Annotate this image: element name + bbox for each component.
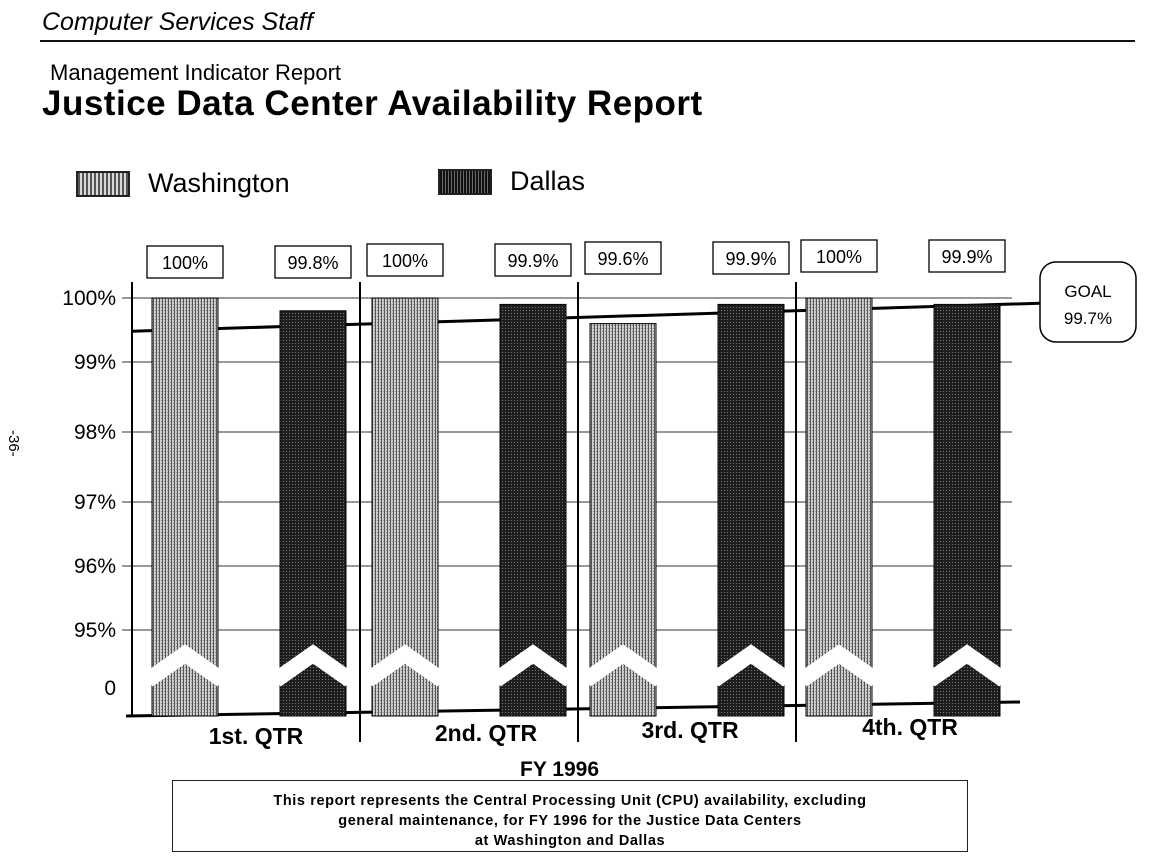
data-label: 100% (382, 251, 428, 271)
goal-label-box (1039, 261, 1137, 343)
footnote-line-3: at Washington and Dallas (474, 833, 666, 849)
legend-washington: Washington (76, 168, 290, 199)
x-axis-title: FY 1996 (520, 758, 600, 781)
header-divider (40, 40, 1135, 42)
data-label-box (494, 243, 572, 277)
data-label-box (584, 241, 662, 275)
data-label-box (366, 243, 444, 277)
legend-swatch-washington (76, 170, 130, 197)
x-category-label: 3rd. QTR (641, 717, 739, 743)
x-category-label: 4th. QTR (862, 714, 958, 740)
grid-layer (122, 282, 1041, 742)
x-category-label: 1st. QTR (209, 723, 304, 749)
bar-layer (143, 297, 1009, 717)
data-label-box (800, 239, 878, 273)
y-tick-label: 97% (74, 491, 116, 514)
label-layer: 100% 99% 98% 97% 96% 95% 0 GOAL 99.7% 100% 100% 99.… (62, 239, 1137, 749)
footnote-box: This report represents the Central Proce… (172, 780, 968, 852)
y-tick-label: 100% (62, 287, 116, 310)
data-label: 99.8% (287, 253, 338, 273)
data-label: 99.9% (725, 249, 776, 269)
data-label: 99.9% (507, 251, 558, 271)
data-label: 100% (816, 247, 862, 267)
data-label-box (274, 245, 352, 279)
report-header-org: Computer Services Staff (42, 8, 313, 36)
axis-break-mark (491, 644, 575, 687)
legend-swatch-dallas (438, 168, 492, 195)
legend-label-dallas: Dallas (510, 166, 586, 196)
goal-label-value: 99.7% (1064, 309, 1112, 328)
axis-break-mark (143, 644, 227, 687)
y-tick-label: 96% (74, 555, 116, 578)
legend-label-washington: Washington (148, 168, 290, 198)
y-tick-label: 0 (104, 677, 116, 700)
data-label: 99.6% (597, 249, 648, 269)
data-label: 100% (162, 253, 208, 273)
goal-line (131, 301, 1041, 333)
goal-label-title: GOAL (1064, 282, 1111, 301)
axis-break-mark (797, 644, 881, 687)
y-tick-label: 98% (74, 421, 116, 444)
y-tick-label: 95% (74, 619, 116, 642)
legend-dallas: Dallas (438, 166, 585, 197)
report-title: Justice Data Center Availability Report (42, 84, 703, 123)
x-category-label: 2nd. QTR (435, 720, 538, 746)
data-label: 99.9% (941, 247, 992, 267)
data-label-box (712, 241, 790, 275)
axis-break-mark (363, 644, 447, 687)
data-label-box (928, 239, 1006, 273)
y-tick-label: 99% (74, 351, 116, 374)
axis-break-mark (925, 644, 1009, 687)
axis-break-mark (271, 644, 355, 687)
axis-break-mark (709, 644, 793, 687)
axis-break-mark (581, 644, 665, 687)
report-subtitle: Management Indicator Report (50, 60, 342, 85)
data-label-box (146, 245, 224, 279)
footnote-line-1: This report represents the Central Proce… (273, 793, 867, 809)
footnote-line-2: general maintenance, for FY 1996 for the… (338, 813, 802, 829)
